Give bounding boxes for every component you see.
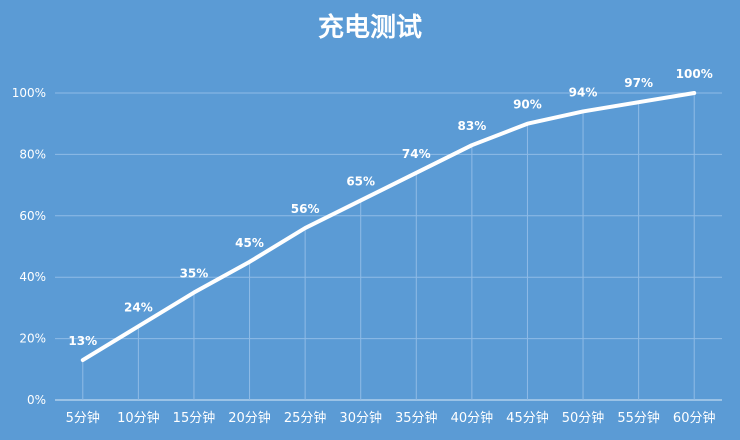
x-tick-label: 45分钟 bbox=[506, 410, 549, 426]
data-label: 65% bbox=[346, 174, 375, 188]
data-label: 45% bbox=[235, 236, 264, 250]
data-label: 56% bbox=[291, 202, 320, 216]
x-tick-label: 35分钟 bbox=[395, 410, 438, 426]
data-label: 35% bbox=[180, 267, 209, 281]
y-tick-label: 60% bbox=[19, 209, 46, 223]
data-label: 74% bbox=[402, 147, 431, 161]
x-tick-label: 55分钟 bbox=[617, 410, 660, 426]
y-tick-label: 100% bbox=[12, 86, 46, 100]
x-tick-label: 50分钟 bbox=[562, 410, 605, 426]
data-label: 13% bbox=[68, 334, 97, 348]
data-label: 83% bbox=[458, 119, 487, 133]
series-line bbox=[80, 91, 697, 363]
y-tick-label: 20% bbox=[19, 332, 46, 346]
grid bbox=[55, 92, 722, 401]
y-tick-label: 0% bbox=[27, 393, 46, 407]
data-label: 97% bbox=[624, 76, 653, 90]
chart-title: 充电测试 bbox=[318, 12, 422, 43]
data-labels: 13% 24% 35% 45% 56% 65% 74% 83% 90% 94% 97% 100% bbox=[68, 67, 712, 348]
y-tick-label: 80% bbox=[19, 147, 46, 161]
series bbox=[80, 91, 697, 363]
y-tick-label: 40% bbox=[19, 270, 46, 284]
data-label: 90% bbox=[513, 98, 542, 112]
x-tick-label: 30分钟 bbox=[339, 410, 382, 426]
x-tick-label: 60分钟 bbox=[673, 410, 716, 426]
x-axis: 5分钟 10分钟 15分钟 20分钟 25分钟 30分钟 35分钟 40分钟 45分钟 50分钟 5… bbox=[66, 410, 716, 426]
x-tick-label: 25分钟 bbox=[284, 410, 327, 426]
y-axis: 0% 20% 40% 60% 80% 100% bbox=[12, 86, 46, 407]
data-label: 24% bbox=[124, 300, 153, 314]
data-label: 100% bbox=[676, 67, 713, 81]
x-tick-label: 40分钟 bbox=[451, 410, 494, 426]
data-label: 94% bbox=[569, 85, 598, 99]
x-tick-label: 20分钟 bbox=[228, 410, 271, 426]
x-tick-label: 5分钟 bbox=[66, 410, 100, 426]
x-tick-label: 15分钟 bbox=[173, 410, 216, 426]
x-tick-label: 10分钟 bbox=[117, 410, 160, 426]
